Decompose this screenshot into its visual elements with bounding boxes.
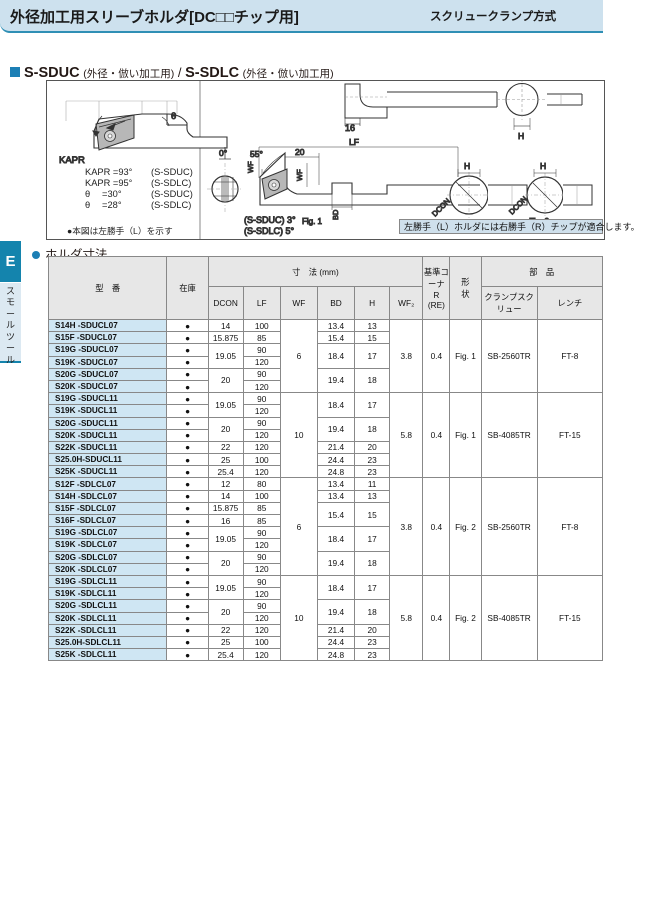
svg-text:20: 20 [295, 147, 305, 157]
svg-text:(S-SDLC): (S-SDLC) [151, 200, 191, 210]
svg-text:Fig. 1: Fig. 1 [302, 217, 323, 226]
svg-text:(S-SDLC): (S-SDLC) [151, 178, 191, 188]
svg-text:H: H [518, 131, 524, 141]
svg-text:KAPR =93°: KAPR =93° [85, 167, 133, 177]
svg-text:LF: LF [349, 137, 359, 147]
svg-text:H: H [464, 161, 470, 171]
svg-text:KAPR: KAPR [59, 155, 85, 166]
svg-text:(S-SDUC) 3°: (S-SDUC) 3° [244, 215, 296, 225]
svg-text:(S-SDUC): (S-SDUC) [151, 189, 193, 199]
svg-text:WF: WF [246, 161, 255, 173]
svg-text:(S-SDUC): (S-SDUC) [151, 167, 193, 177]
svg-text:●本図は左勝手（L）を示す: ●本図は左勝手（L）を示す [67, 225, 173, 236]
svg-text:55°: 55° [250, 149, 263, 159]
svg-text:(S-SDLC) 5°: (S-SDLC) 5° [244, 226, 295, 236]
svg-text:16: 16 [345, 123, 355, 133]
svg-text:BD: BD [331, 209, 340, 220]
svg-text:WF: WF [295, 169, 304, 181]
svg-text:θ =28°: θ =28° [85, 200, 122, 210]
svg-text:H: H [540, 161, 546, 171]
svg-text:θ =30°: θ =30° [85, 189, 122, 199]
svg-text:KAPR =95°: KAPR =95° [85, 178, 133, 188]
svg-text:θ: θ [171, 111, 176, 122]
svg-text:0°: 0° [219, 148, 227, 158]
